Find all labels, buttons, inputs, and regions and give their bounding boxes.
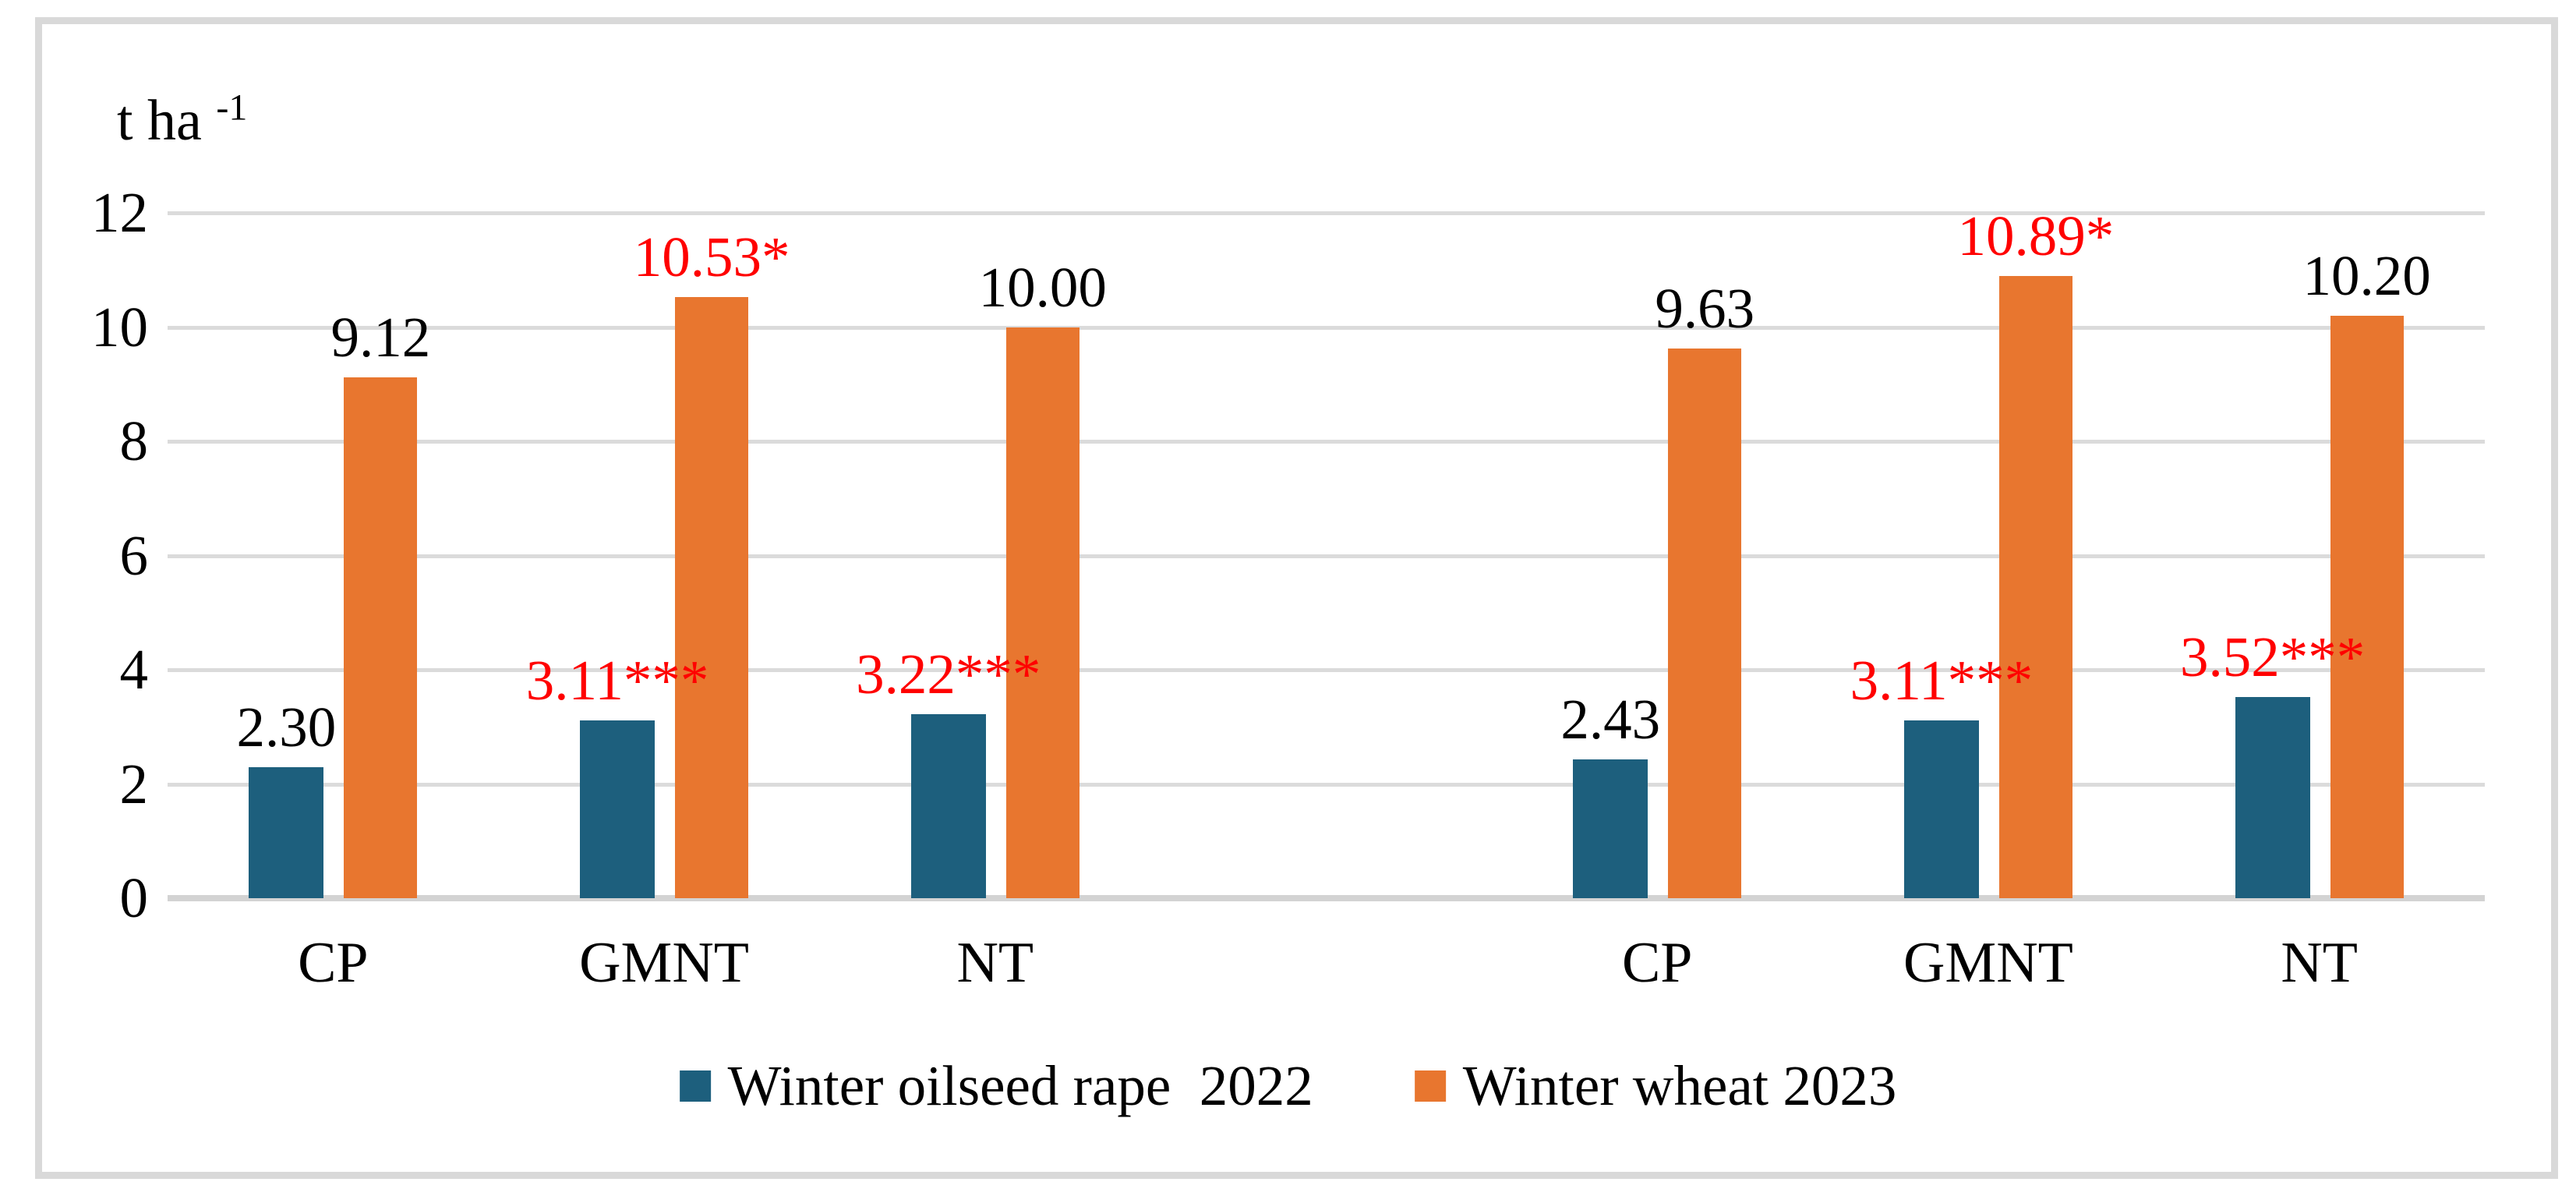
value-label-CP-1: 9.63 xyxy=(1655,276,1755,340)
gridline-12 xyxy=(168,211,2485,215)
unit-base: t ha xyxy=(117,89,202,153)
bar-winter-oilseed-rape-2022-GMNT xyxy=(580,720,655,898)
bar-winter-oilseed-rape-2022-CP xyxy=(249,766,324,898)
bar-winter-wheat-2023-GMNT xyxy=(1998,276,2072,898)
bar-winter-oilseed-rape-2022-NT xyxy=(910,714,986,898)
value-label-NT-0: 3.22*** xyxy=(856,642,1041,706)
category-label-NT-slot6: NT xyxy=(2281,931,2358,995)
value-label-GMNT-1: 10.89* xyxy=(1957,204,2115,268)
legend: Winter oilseed rape 2022 Winter wheat 20… xyxy=(679,1054,1897,1117)
bar-winter-wheat-2023-CP xyxy=(1668,348,1742,898)
bar-winter-wheat-2023-NT xyxy=(1005,327,1080,898)
category-label-CP-slot4: CP xyxy=(1621,931,1693,995)
gridline-2 xyxy=(168,782,2485,787)
y-tick-label-12: 12 xyxy=(91,181,148,244)
value-label-GMNT-1: 10.53* xyxy=(633,225,790,288)
value-label-NT-0: 3.52*** xyxy=(2180,625,2366,689)
y-tick-label-0: 0 xyxy=(119,866,149,929)
bar-winter-oilseed-rape-2022-CP xyxy=(1573,759,1648,898)
gridline-4 xyxy=(168,668,2485,672)
legend-item-winter-wheat-2023: Winter wheat 2023 xyxy=(1414,1054,1897,1117)
bar-winter-wheat-2023-NT xyxy=(2330,315,2404,898)
unit-exponent: -1 xyxy=(216,87,248,129)
value-label-NT-1: 10.00 xyxy=(978,255,1107,319)
gridline-6 xyxy=(168,554,2485,558)
category-label-CP-slot0: CP xyxy=(298,931,369,995)
legend-label-rape: Winter oilseed rape 2022 xyxy=(727,1054,1313,1117)
category-label-NT-slot2: NT xyxy=(956,931,1034,995)
y-tick-label-2: 2 xyxy=(119,752,149,816)
category-label-GMNT-slot5: GMNT xyxy=(1903,931,2073,995)
category-label-GMNT-slot1: GMNT xyxy=(579,931,749,995)
chart-frame-border xyxy=(35,17,2558,1179)
legend-swatch-wheat-icon xyxy=(1414,1070,1446,1102)
bar-winter-oilseed-rape-2022-GMNT xyxy=(1903,720,1979,898)
plot-area: 2.30 9.12 CP 3.11*** 10.53* GMNT 3.22*** 10.00 N… xyxy=(168,207,2485,992)
gridline-0 xyxy=(168,895,2485,901)
y-tick-label-10: 10 xyxy=(91,295,148,359)
bar-winter-wheat-2023-CP xyxy=(344,377,418,898)
value-label-GMNT-0: 3.11*** xyxy=(1850,649,2034,713)
legend-item-winter-oilseed-rape-2022: Winter oilseed rape 2022 xyxy=(679,1054,1313,1117)
y-tick-label-6: 6 xyxy=(119,523,149,587)
legend-label-wheat: Winter wheat 2023 xyxy=(1462,1054,1897,1117)
gridline-8 xyxy=(168,440,2485,444)
y-tick-label-8: 8 xyxy=(119,409,149,472)
legend-swatch-rape-icon xyxy=(679,1070,711,1102)
y-axis-unit-label: t ha -1 xyxy=(117,89,247,153)
bar-winter-wheat-2023-GMNT xyxy=(675,296,749,898)
bar-winter-oilseed-rape-2022-NT xyxy=(2235,697,2310,898)
value-label-CP-0: 2.43 xyxy=(1560,688,1661,751)
gridline-10 xyxy=(168,325,2485,330)
value-label-CP-0: 2.30 xyxy=(236,695,337,759)
y-tick-label-4: 4 xyxy=(119,638,149,701)
value-label-CP-1: 9.12 xyxy=(330,305,431,369)
value-label-NT-1: 10.20 xyxy=(2302,243,2431,307)
value-label-GMNT-0: 3.11*** xyxy=(525,649,709,713)
